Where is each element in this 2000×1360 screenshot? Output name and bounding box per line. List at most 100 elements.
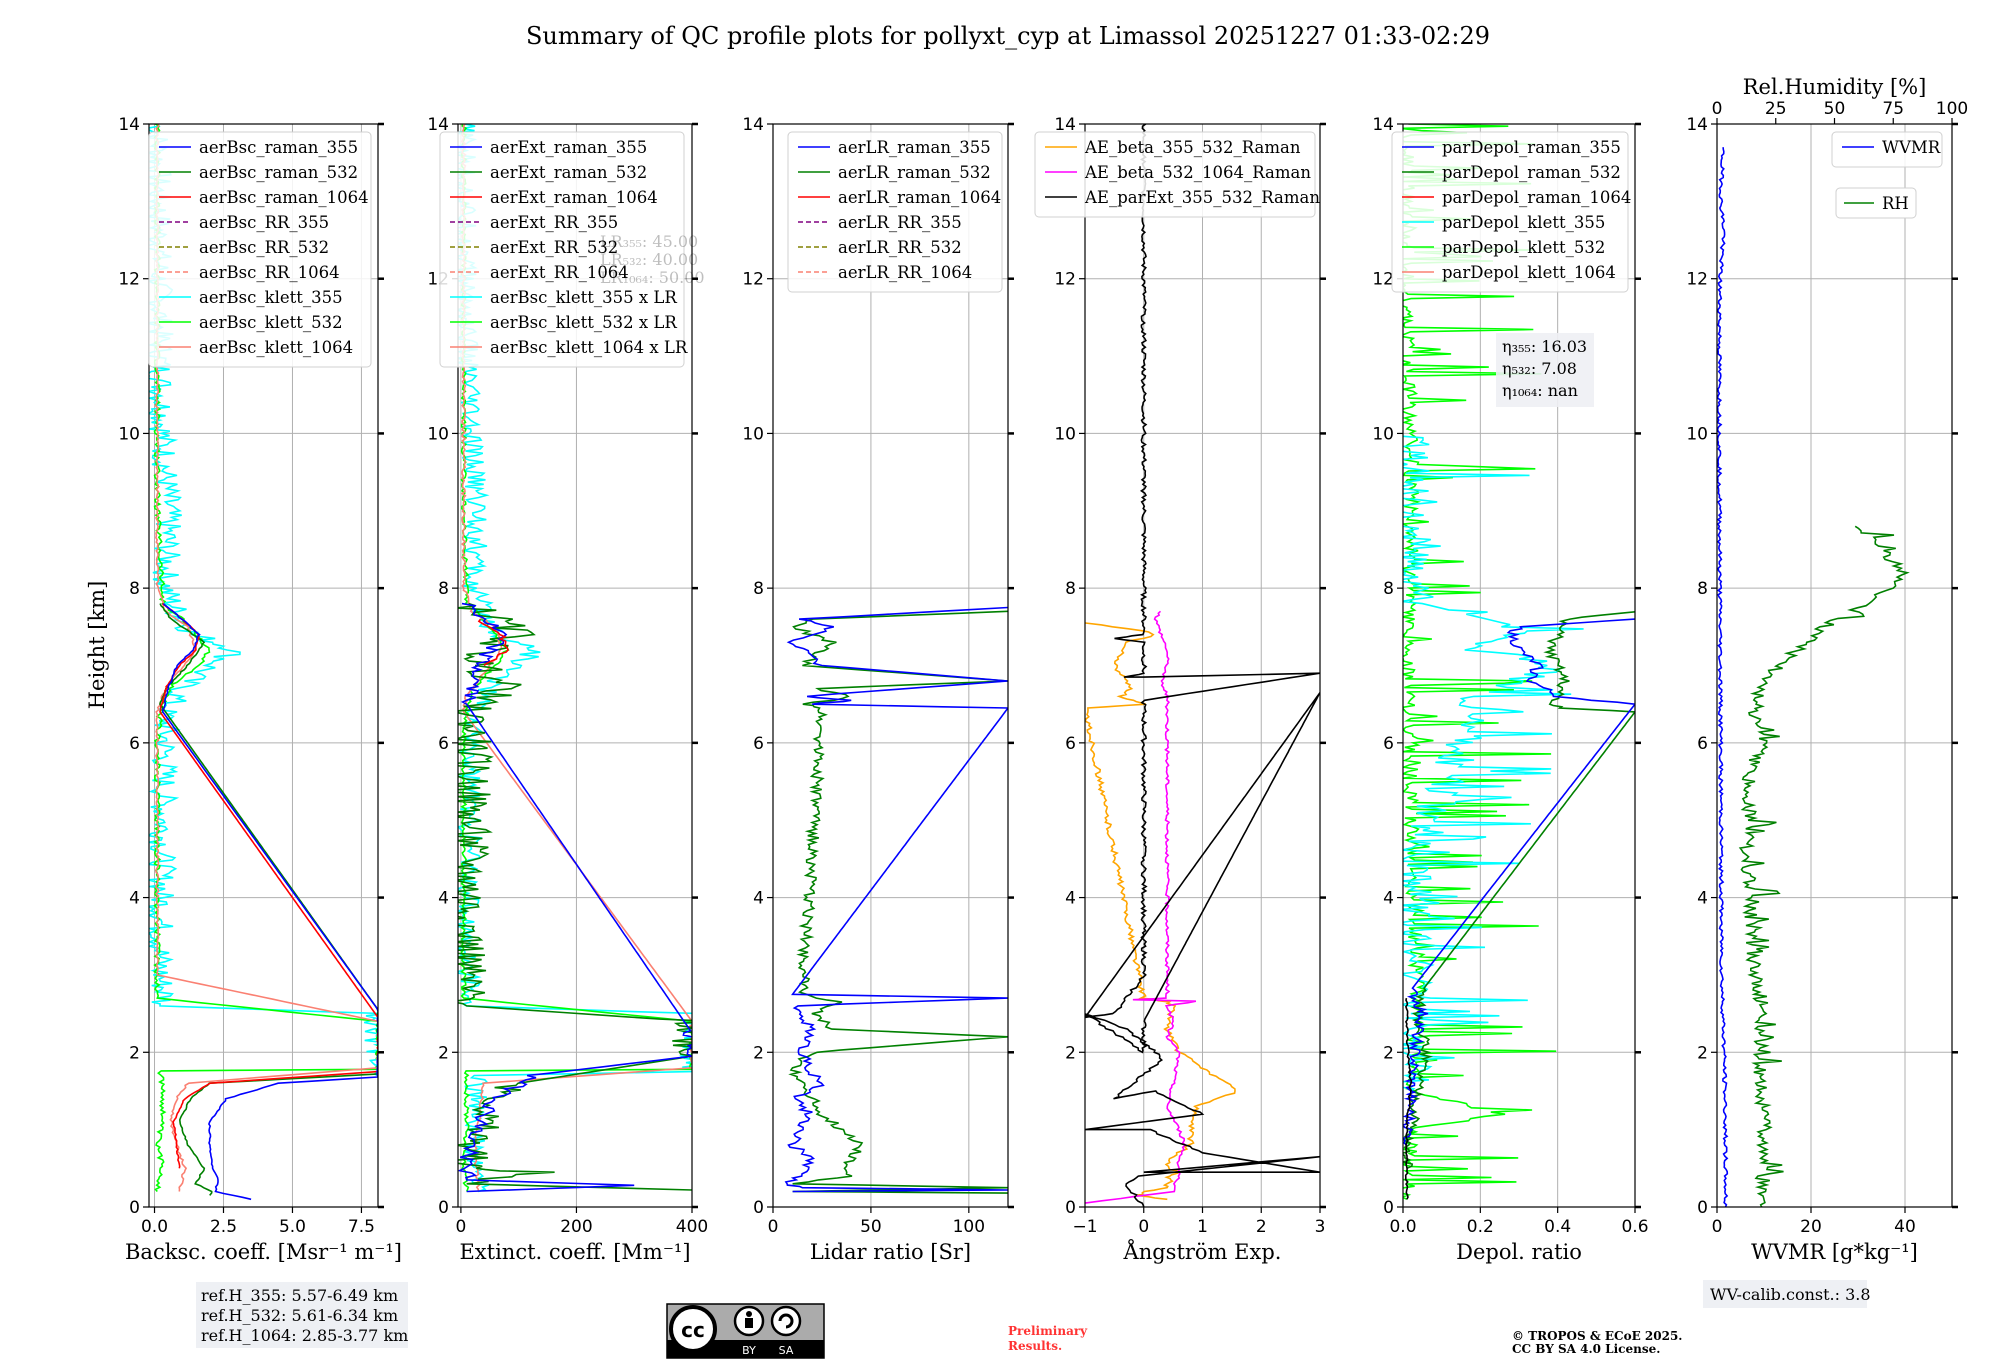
- y-tick-label: 0: [1697, 1198, 1708, 1218]
- y-tick-label: 8: [1383, 579, 1394, 599]
- series-aerBsc_raman_1064: [159, 602, 378, 1169]
- sa-icon: [770, 1305, 802, 1337]
- eta-532: η₅₃₂: 7.08: [1502, 359, 1577, 378]
- legend-label: aerBsc_RR_355: [199, 213, 329, 232]
- y-tick-label: 12: [742, 270, 764, 290]
- legend-depol: parDepol_raman_355 parDepol_raman_532 parD…: [1391, 131, 1631, 293]
- y-tick-label: 2: [753, 1043, 764, 1063]
- series-AE_beta_355_532_Raman: [1085, 622, 1236, 1201]
- panel-bsc: 0 2 4 6 8 10 12 14 0.0 2.5 5.0 7.5 Backsc. coeff. [M…: [118, 115, 402, 1264]
- panel-lr: 0 2 4 6 8 10 12 14 0 50 100 Lidar ratio [Sr] aerLR_r…: [742, 115, 1014, 1264]
- legend-ext: aerExt_raman_355 aerExt_raman_532 aerExt_r…: [439, 131, 688, 368]
- y-tick-label: 4: [129, 889, 140, 909]
- sa-icon-arrow: [778, 1313, 794, 1329]
- bsc-reference-heights: ref.H_355: 5.57-6.49 km ref.H_532: 5.61-…: [196, 1282, 408, 1348]
- axes-frame: [772, 123, 1009, 1208]
- legend-label: aerLR_RR_1064: [838, 263, 972, 282]
- top-x-tick-label: 0: [1712, 99, 1723, 119]
- legend-box: [1831, 131, 1943, 168]
- figure-title: Summary of QC profile plots for pollyxt_…: [526, 22, 1490, 50]
- eta-note: η₃₅₅: 16.03 η₅₃₂: 7.08 η₁₀₆₄: nan: [1496, 333, 1594, 407]
- y-tick-label: 0: [753, 1198, 764, 1218]
- legend-label: aerBsc_klett_1064: [199, 338, 353, 357]
- legend-label: aerExt_RR_1064: [490, 263, 629, 282]
- y-tick-label: 4: [438, 889, 449, 909]
- x-axis-label: WVMR [g*kg⁻¹]: [1751, 1240, 1918, 1264]
- x-axis-label: Backsc. coeff. [Msr⁻¹ m⁻¹]: [125, 1240, 402, 1264]
- legend-label: aerLR_RR_355: [838, 213, 962, 232]
- legend-label: parDepol_raman_532: [1442, 163, 1621, 182]
- legend-bsc: aerBsc_raman_355 aerBsc_raman_532 aerBsc_r…: [148, 131, 372, 368]
- y-tick-label: 12: [1686, 270, 1708, 290]
- legend-label: aerBsc_klett_1064 x LR: [490, 338, 688, 357]
- axes-frame: [148, 123, 379, 1208]
- series-aerLR_raman_355: [784, 606, 1008, 1193]
- legend-ae: AE_beta_355_532_Raman AE_beta_532_1064_Ra…: [1034, 131, 1320, 218]
- series-AE_beta_532_1064_Raman: [1085, 610, 1197, 1204]
- x-tick-label: 40: [1894, 1217, 1916, 1237]
- preliminary-line-1: Preliminary: [1008, 1324, 1088, 1338]
- y-tick-label: 8: [1065, 579, 1076, 599]
- series-aerLR_raman_532: [788, 610, 1008, 1194]
- legend-label: WVMR: [1882, 138, 1941, 157]
- x-axis-label: Extinct. coeff. [Mm⁻¹]: [459, 1240, 690, 1264]
- x-axis-label: Ångström Exp.: [1123, 1239, 1282, 1264]
- wv-calib-const: WV-calib.const.: 3.8: [1710, 1285, 1871, 1304]
- legend-label: aerBsc_raman_532: [199, 163, 358, 182]
- y-tick-label: 4: [1697, 889, 1708, 909]
- legend-label: aerExt_raman_355: [490, 138, 647, 157]
- y-tick-label: 8: [129, 579, 140, 599]
- note-box: [1496, 333, 1594, 407]
- x-tick-label: 0.0: [1389, 1217, 1416, 1237]
- y-tick-label: 2: [438, 1043, 449, 1063]
- x-axis-label: Depol. ratio: [1456, 1240, 1582, 1264]
- y-tick-label: 10: [1054, 424, 1076, 444]
- y-tick-label: 2: [129, 1043, 140, 1063]
- legend-label: AE_parExt_355_532_Raman: [1084, 188, 1320, 207]
- legend-label: aerBsc_klett_532: [199, 313, 343, 332]
- y-tick-label: 0: [1065, 1198, 1076, 1218]
- y-tick-label: 14: [1372, 115, 1394, 135]
- y-tick-label: 10: [1372, 424, 1394, 444]
- legend-label: aerExt_RR_532: [490, 238, 618, 257]
- x-axis-label: Lidar ratio [Sr]: [810, 1240, 971, 1264]
- x-tick-label: 0: [768, 1217, 779, 1237]
- series-parDepol_raman_1064: [1404, 997, 1413, 1200]
- lr-1064: LR₁₀₆₄: 50.00: [600, 268, 705, 287]
- y-tick-label: 8: [438, 579, 449, 599]
- y-tick-label: 8: [753, 579, 764, 599]
- legend-box: [787, 131, 1003, 293]
- y-tick-label: 10: [742, 424, 764, 444]
- legend-label: aerBsc_raman_355: [199, 138, 358, 157]
- y-tick-label: 12: [1054, 270, 1076, 290]
- legend-box: [1391, 131, 1629, 293]
- legend-label: parDepol_klett_355: [1442, 213, 1605, 232]
- y-tick-label: 2: [1383, 1043, 1394, 1063]
- legend-box: [1034, 131, 1316, 218]
- legend-label: aerLR_RR_532: [838, 238, 962, 257]
- y-tick-label: 14: [1054, 115, 1076, 135]
- top-x-axis-label: Rel.Humidity [%]: [1743, 75, 1927, 99]
- y-tick-label: 8: [1697, 579, 1708, 599]
- y-tick-label: 6: [1697, 734, 1708, 754]
- x-tick-label: 0.6: [1621, 1217, 1648, 1237]
- plot-area-lr: [784, 606, 1008, 1194]
- y-tick-label: 0: [129, 1198, 140, 1218]
- x-tick-label: 2.5: [210, 1217, 237, 1237]
- series-WVMR: [1717, 147, 1729, 1207]
- y-tick-label: 0: [438, 1198, 449, 1218]
- y-tick-label: 14: [427, 115, 449, 135]
- y-tick-label: 10: [427, 424, 449, 444]
- y-tick-label: 4: [753, 889, 764, 909]
- y-tick-label: 10: [1686, 424, 1708, 444]
- legend-box: [439, 131, 685, 368]
- legend-box: [148, 131, 372, 368]
- note-box: [196, 1282, 408, 1348]
- y-tick-label: 6: [753, 734, 764, 754]
- legend-label: parDepol_raman_355: [1442, 138, 1621, 157]
- legend-label: parDepol_raman_1064: [1442, 188, 1631, 207]
- x-tick-label: 5.0: [279, 1217, 306, 1237]
